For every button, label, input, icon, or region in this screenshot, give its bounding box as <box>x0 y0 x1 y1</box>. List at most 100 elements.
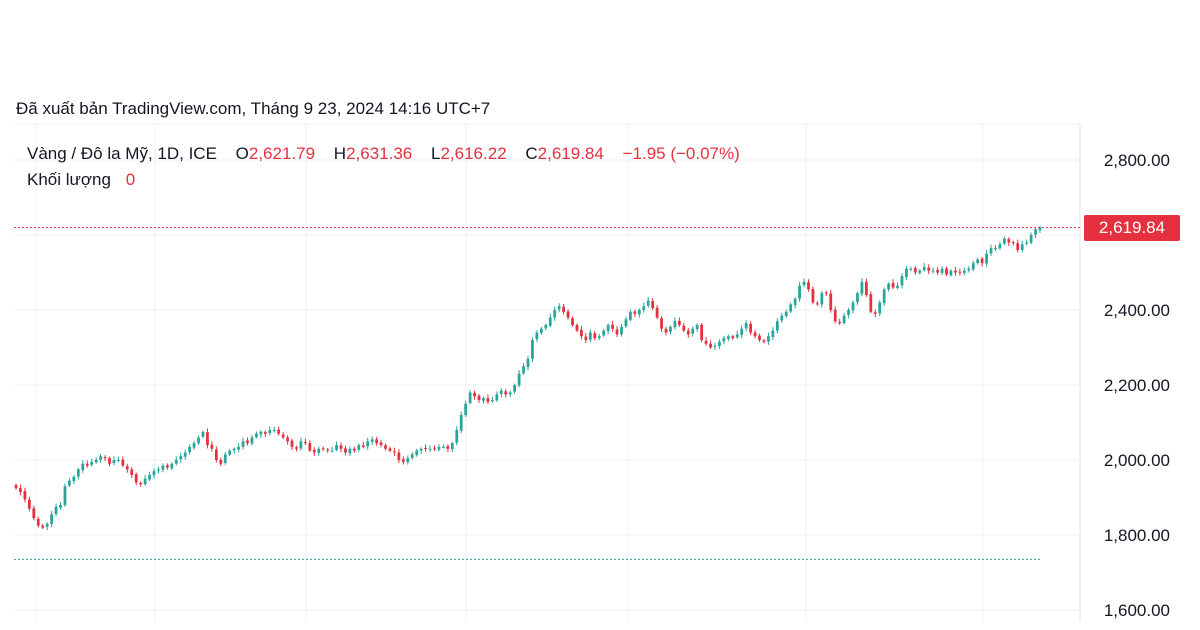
candle <box>544 323 548 331</box>
candle-body <box>557 306 561 310</box>
candle <box>571 316 574 327</box>
candle-body <box>206 432 209 445</box>
candle <box>633 309 637 318</box>
candle <box>321 446 325 452</box>
candle-body <box>499 390 503 394</box>
candle <box>446 444 450 453</box>
candle-body <box>896 285 899 288</box>
candle-body <box>352 448 356 451</box>
candle <box>713 342 717 351</box>
candle-body <box>330 450 334 452</box>
candle <box>499 388 503 398</box>
candle <box>419 447 423 454</box>
candle-body <box>237 446 240 450</box>
candle <box>125 463 129 473</box>
candle-body <box>811 289 815 303</box>
candle-body <box>718 341 721 346</box>
candle-body <box>504 391 508 395</box>
candle-body <box>321 448 325 450</box>
candle <box>1007 237 1011 246</box>
candle <box>450 441 454 453</box>
reference-lines <box>14 227 1080 560</box>
candle <box>896 282 899 290</box>
candle <box>415 448 419 457</box>
candle <box>241 437 245 450</box>
candle <box>775 318 779 334</box>
candle <box>851 300 855 314</box>
candle-body <box>1020 244 1024 250</box>
candle-body <box>553 310 557 318</box>
candle-body <box>673 321 677 328</box>
candle <box>357 443 361 452</box>
candle-body <box>272 430 276 431</box>
candle-body <box>940 268 944 273</box>
high-label: H <box>333 144 347 163</box>
candle <box>14 483 18 490</box>
candle-body <box>633 311 637 314</box>
candle-body <box>161 465 165 470</box>
candle <box>130 467 134 478</box>
candle <box>183 449 187 460</box>
candle-body <box>695 325 699 330</box>
candle-body <box>620 326 623 335</box>
candle <box>32 505 36 521</box>
candle-body <box>348 448 352 454</box>
candle-body <box>335 445 338 450</box>
candle <box>477 394 481 403</box>
candle <box>361 441 365 449</box>
candle <box>793 297 797 309</box>
low-value: 2,616.22 <box>440 144 507 163</box>
candle <box>882 287 886 306</box>
candle-body <box>375 439 379 444</box>
candle <box>531 337 534 362</box>
candle-body <box>780 315 784 321</box>
candle <box>85 460 89 468</box>
candle <box>192 440 196 450</box>
candle-body <box>393 451 396 453</box>
candle-body <box>219 460 223 464</box>
candle <box>384 443 387 451</box>
candle <box>486 394 490 405</box>
candle-body <box>290 440 294 447</box>
candle-body <box>464 403 468 415</box>
candle <box>263 430 267 437</box>
candle <box>139 481 143 487</box>
y-tick-label: 2,000.00 <box>1104 451 1170 470</box>
candle <box>272 426 276 433</box>
candle <box>682 322 686 333</box>
candle <box>1020 241 1024 253</box>
candle-body <box>548 317 552 326</box>
candle-body <box>415 450 419 456</box>
candle <box>281 431 285 439</box>
candle <box>45 522 49 531</box>
candle-body <box>32 508 36 519</box>
candle-body <box>597 336 601 339</box>
candle <box>223 452 227 465</box>
candle <box>161 463 165 473</box>
grid <box>14 123 1081 622</box>
candle <box>522 362 525 375</box>
candle <box>695 323 699 332</box>
candle <box>459 411 463 433</box>
candle-body <box>90 461 94 465</box>
candle <box>842 313 846 325</box>
candle-body <box>606 325 610 331</box>
candle <box>410 452 414 460</box>
candle-body <box>691 328 695 334</box>
ohlc-row: Vàng / Đô la Mỹ, 1D, ICE O2,621.79 H2,63… <box>27 141 740 167</box>
candle <box>134 472 138 486</box>
candle-body <box>860 281 864 294</box>
candle <box>473 390 476 400</box>
candle-body <box>250 437 254 444</box>
candle-body <box>130 469 134 475</box>
candle <box>816 301 819 306</box>
candle <box>339 442 343 453</box>
candle-body <box>887 283 891 290</box>
candle <box>375 436 379 446</box>
candle-body <box>228 450 232 455</box>
candle-body <box>677 320 681 325</box>
candle-body <box>27 499 31 509</box>
candle <box>50 510 53 528</box>
candle-body <box>183 452 187 457</box>
